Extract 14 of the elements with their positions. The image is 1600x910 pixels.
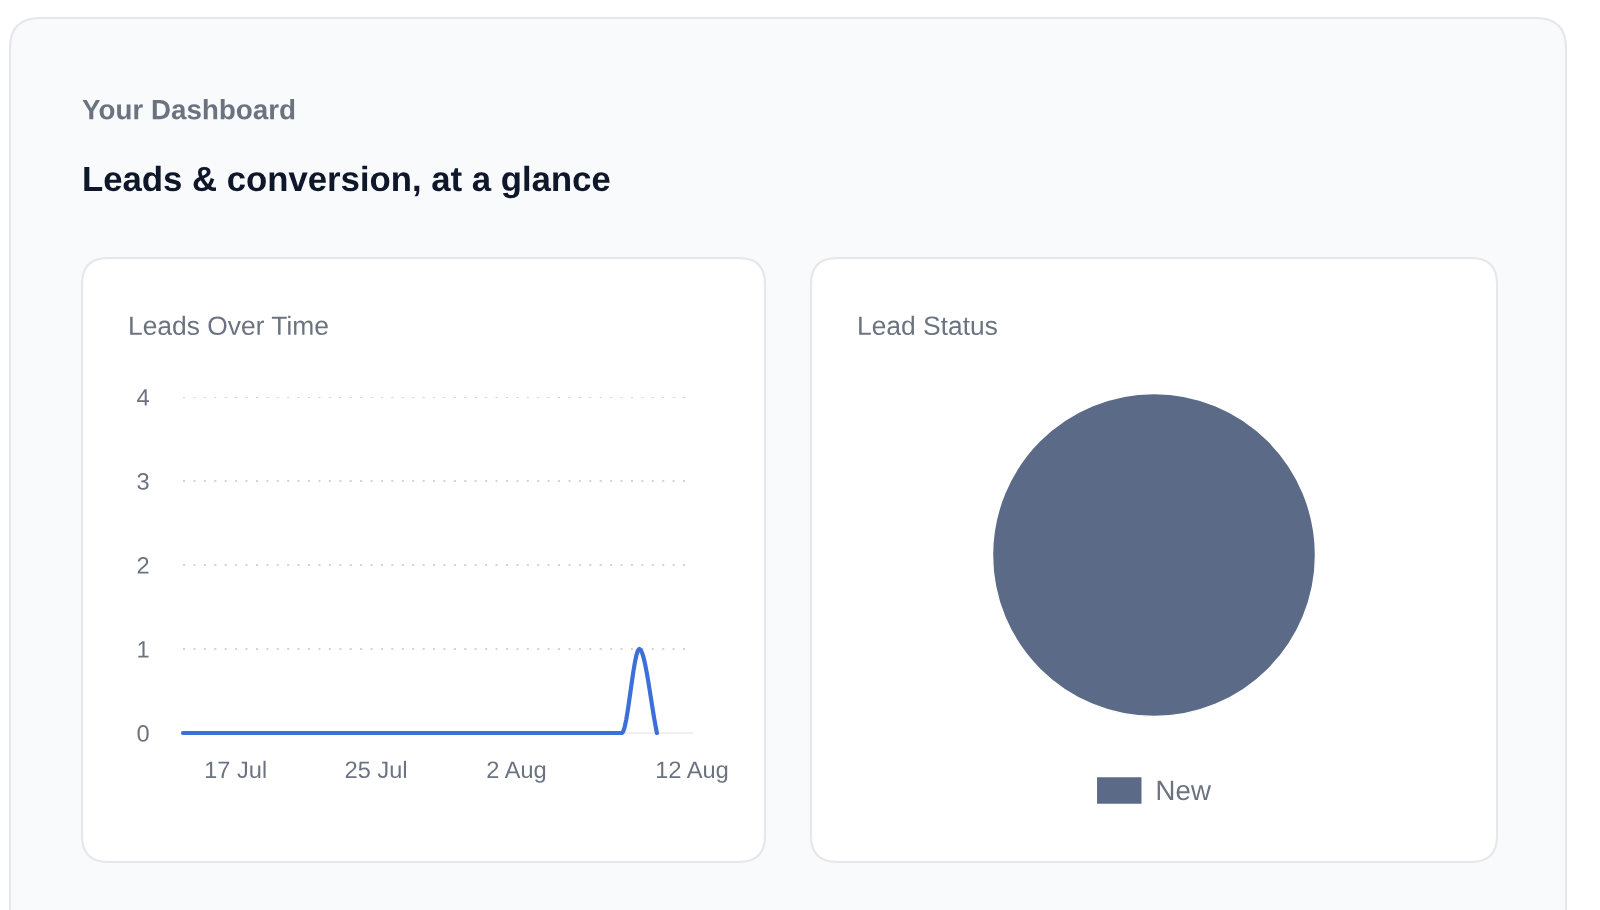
y-tick-label: 1 (138, 641, 149, 658)
y-tick-label: 3 (137, 473, 149, 490)
chart-title: Lead Status (859, 315, 997, 336)
legend-label: New (1157, 780, 1212, 801)
chart-title: Leads Over Time (130, 315, 328, 336)
x-tick-label: 12 Aug (657, 761, 728, 783)
text: Leads & conversion, at a glance (84, 165, 610, 199)
y-tick-label: 4 (137, 389, 149, 406)
text: Your Dashboard (82, 99, 295, 120)
y-tick-label: 2 (137, 557, 149, 574)
y-tick-label: 0 (137, 725, 149, 742)
x-tick-label: 2 Aug (487, 761, 546, 783)
x-tick-label: 25 Jul (345, 760, 406, 779)
x-tick-label: 17 Jul (205, 760, 266, 779)
